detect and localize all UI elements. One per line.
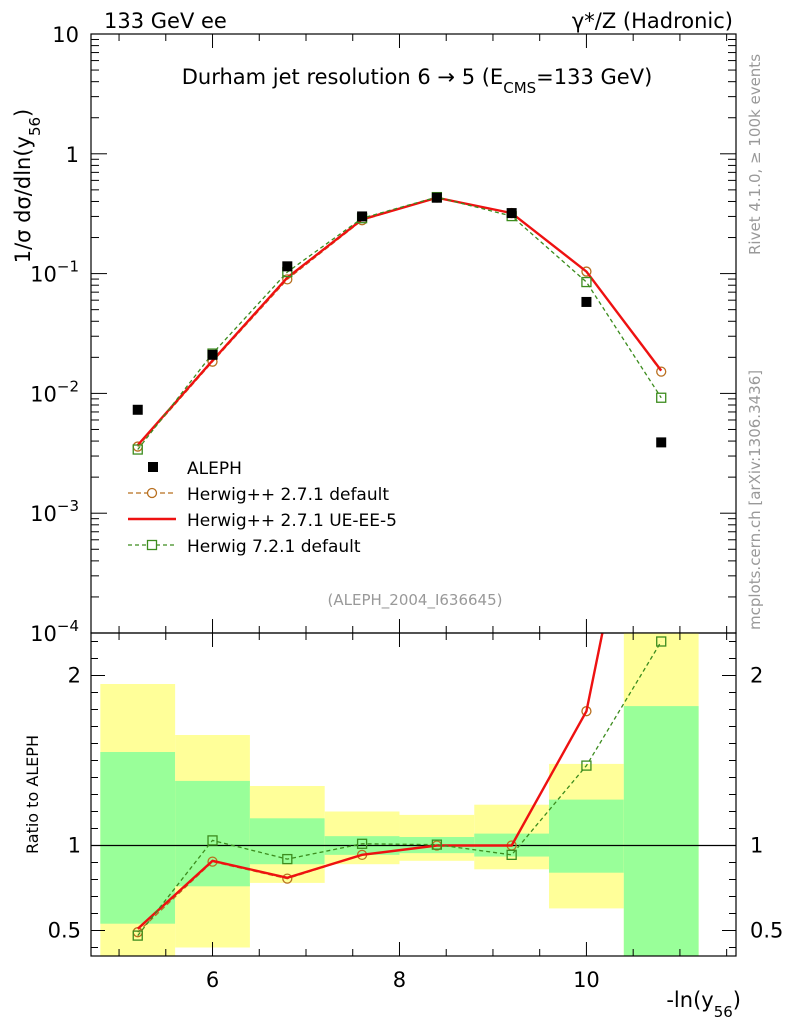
ratio-marker-square bbox=[431, 839, 443, 850]
stat-uncertainty-band bbox=[100, 752, 176, 924]
stat-uncertainty-band bbox=[549, 799, 624, 873]
legend: ALEPH Herwig++ 2.7.1 default Herwig++ 2.7.… bbox=[128, 459, 397, 557]
header-right-label: γ*/Z (Hadronic) bbox=[572, 9, 733, 33]
ratio-y-tick-label-right: 1 bbox=[750, 834, 763, 858]
data-point-aleph bbox=[132, 404, 143, 415]
series-marker-square bbox=[581, 276, 592, 288]
stat-uncertainty-band bbox=[249, 818, 325, 865]
series-line-herwig-2-7-1-default bbox=[137, 196, 662, 447]
legend-marker-aleph bbox=[148, 462, 158, 472]
ratio-marker-square bbox=[356, 838, 368, 849]
series-marker-circle bbox=[581, 266, 592, 277]
data-point-aleph bbox=[207, 349, 218, 360]
series-marker-circle bbox=[656, 366, 667, 377]
y-tick-label: 10−2 bbox=[30, 377, 79, 406]
ratio-y-axis-label: Ratio to ALEPH bbox=[23, 735, 42, 854]
x-axis-label: -ln(y56) bbox=[666, 988, 741, 1021]
ratio-line-herwig-7-2-1-default bbox=[137, 641, 662, 937]
legend-label-aleph: ALEPH bbox=[187, 459, 242, 479]
ratio-y-tick-label: 1 bbox=[68, 834, 81, 858]
stat-uncertainty-band bbox=[175, 780, 250, 887]
ratio-marker-square bbox=[207, 835, 218, 846]
data-point-aleph bbox=[431, 192, 442, 203]
y-tick-label: 1 bbox=[66, 143, 79, 167]
legend-label: Herwig++ 2.7.1 UE-EE-5 bbox=[187, 511, 397, 531]
data-point-aleph bbox=[357, 211, 368, 222]
data-point-aleph bbox=[656, 437, 667, 448]
stat-uncertainty-band bbox=[623, 706, 699, 956]
ratio-marker-circle bbox=[282, 873, 293, 884]
rivet-version-label: Rivet 4.1.0, ≥ 100k events bbox=[746, 54, 764, 255]
ratio-y-tick-label: 2 bbox=[68, 664, 81, 688]
series-marker-circle bbox=[282, 274, 293, 285]
ratio-y-tick-label: 0.5 bbox=[48, 919, 81, 943]
legend-marker-circle bbox=[146, 487, 158, 499]
ratio-marker-square bbox=[506, 849, 517, 860]
series-line-herwig-2-7-1-ue-ee-5 bbox=[136, 196, 663, 446]
legend-label: Herwig 7.2.1 default bbox=[187, 537, 361, 557]
x-tick-label: 10 bbox=[573, 968, 600, 992]
ratio-marker-square bbox=[132, 930, 143, 941]
ratio-marker-square bbox=[581, 760, 592, 771]
mcplots-reference-label: mcplots.cern.ch [arXiv:1306.3436] bbox=[746, 370, 764, 630]
series-line-herwig-7-2-1-default bbox=[137, 196, 662, 450]
ratio-line-herwig-2-7-1-ue-ee-5 bbox=[136, 633, 604, 930]
analysis-tag: (ALEPH_2004_I636645) bbox=[328, 591, 503, 610]
series-marker-square bbox=[132, 444, 143, 455]
y-tick-label: 10−1 bbox=[30, 258, 79, 287]
ratio-bands bbox=[100, 633, 699, 956]
header-left-label: 133 GeV ee bbox=[104, 9, 227, 33]
data-point-aleph bbox=[581, 296, 592, 307]
ratio-y-tick-label-right: 2 bbox=[750, 664, 763, 688]
y-tick-label: 10−4 bbox=[30, 617, 79, 646]
main-series-group bbox=[132, 191, 667, 455]
x-tick-label: 8 bbox=[393, 968, 406, 992]
y-tick-label: 10−3 bbox=[30, 497, 79, 526]
data-point-aleph bbox=[282, 261, 293, 272]
ratio-series-group bbox=[132, 348, 667, 941]
y-tick-label: 10 bbox=[52, 23, 79, 47]
ratio-plot-panel: 0.5 0.5 1 1 2 2 Ratio to ALEPH 6 8 10 -ln(y56) bbox=[23, 348, 783, 1021]
chart-title: Durham jet resolution 6 → 5 (ECMS=133 Ge… bbox=[182, 65, 653, 97]
ratio-marker-square bbox=[656, 636, 667, 647]
x-tick-label: 6 bbox=[206, 968, 219, 992]
main-plot-panel: 10 1 10−1 10−2 10−3 10−4 1/σ dσ/dln(y56) Durham… bbox=[11, 23, 737, 646]
ratio-y-tick-label-right: 0.5 bbox=[750, 919, 783, 943]
legend-label: Herwig++ 2.7.1 default bbox=[187, 485, 389, 505]
y-axis-label: 1/σ dσ/dln(y56) bbox=[11, 109, 44, 264]
ratio-marker-square bbox=[282, 853, 293, 865]
legend-marker-square bbox=[146, 539, 158, 551]
data-point-aleph bbox=[506, 208, 517, 219]
ratio-marker-circle bbox=[657, 348, 666, 357]
series-marker-square bbox=[656, 392, 667, 403]
